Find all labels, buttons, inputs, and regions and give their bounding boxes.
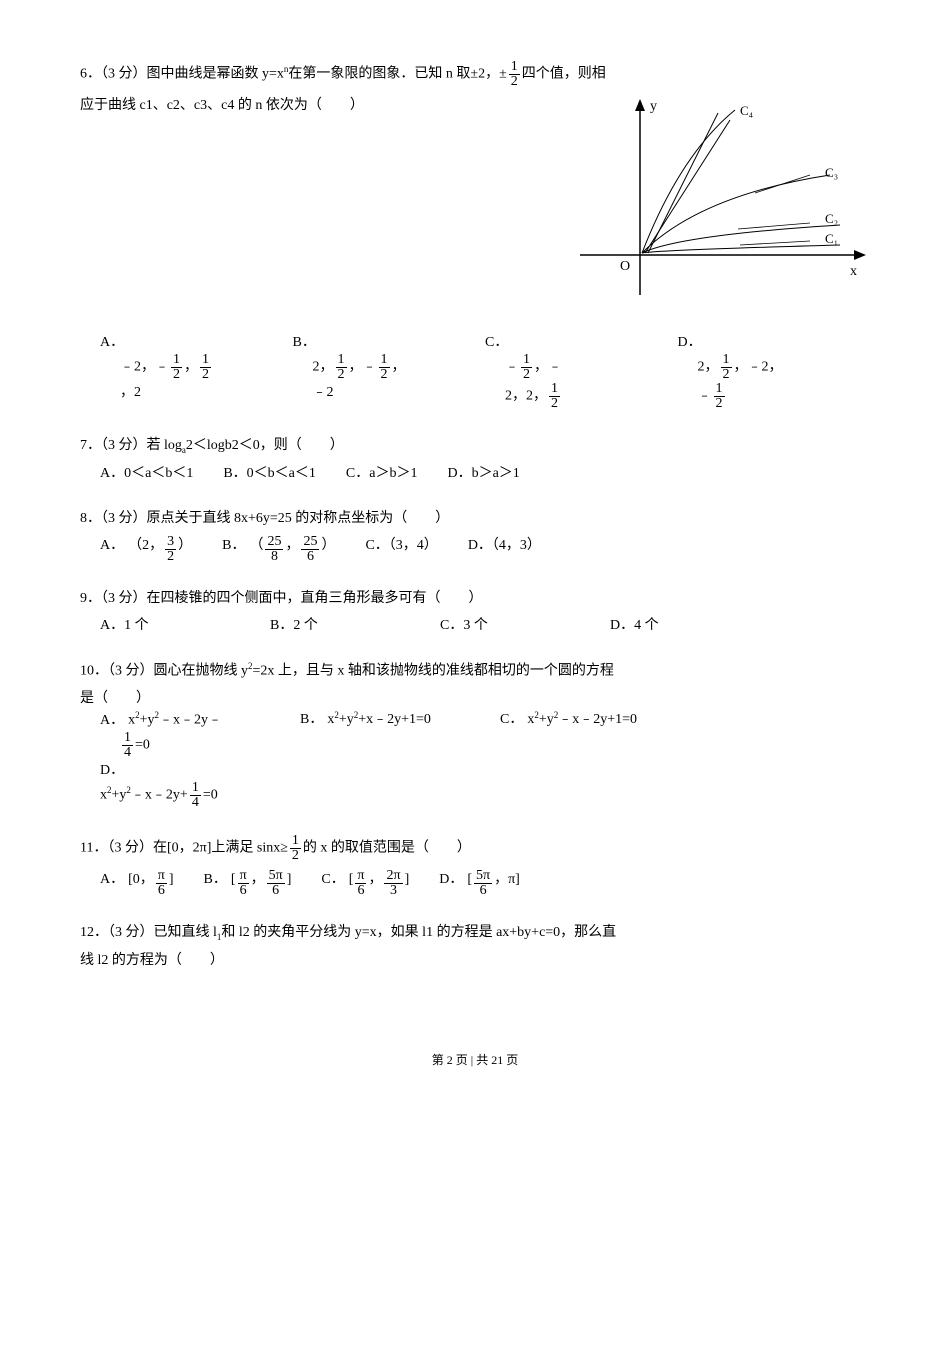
q8-opt-a: A． （2，32） <box>100 535 192 564</box>
c4-label: C₄ <box>740 103 754 118</box>
q9-opt-b: B．2 个 <box>270 615 410 636</box>
question-7: 7．（3 分）若 loga2＜logb2＜0，则（ ） A．0＜a＜b＜1 B．… <box>80 435 870 484</box>
q9-options: A．1 个 B．2 个 C．3 个 D．4 个 <box>100 615 870 636</box>
q12-stem-line2: 线 l2 的方程为（ ） <box>80 950 870 971</box>
q9-opt-d: D．4 个 <box>610 615 750 636</box>
q12-stem: 12．（3 分）已知直线 l1和 l2 的夹角平分线为 y=x，如果 l1 的方… <box>80 922 870 944</box>
q10-opt-c: C．x2+y2﹣x﹣2y+1=0 <box>500 709 670 730</box>
c2-label: C₂ <box>825 211 838 226</box>
q6-stem-line1: 6．（3 分）图中曲线是幂函数 y=xn在第一象限的图象．已知 n 取±2，±1… <box>80 60 870 89</box>
question-11: 11．（3 分）在[0，2π]上满足 sinx≥12的 x 的取值范围是（ ） … <box>80 834 870 898</box>
c3-label: C₃ <box>825 165 838 180</box>
q10-options: A．x2+y2﹣x﹣2y﹣ 14=0 B．x2+y2+x﹣2y+1=0 C．x2… <box>100 709 870 810</box>
q11-options: A．[0，π6] B．[π6，5π6] C．[π6，2π3] D．[5π6，π] <box>100 869 870 898</box>
q6-opt-a: A． ﹣2，﹣12，12 ，2 <box>100 332 293 411</box>
q11-opt-b: B．[π6，5π6] <box>204 869 292 898</box>
q11-stem: 11．（3 分）在[0，2π]上满足 sinx≥12的 x 的取值范围是（ ） <box>80 834 870 863</box>
q7-opt-a: A．0＜a＜b＜1 <box>100 463 193 484</box>
q8-opt-b: B． （258，256） <box>222 535 335 564</box>
q7-options: A．0＜a＜b＜1 B．0＜b＜a＜1 C．a＞b＞1 D．b＞a＞1 <box>100 463 870 484</box>
q7-stem: 7．（3 分）若 loga2＜logb2＜0，则（ ） <box>80 435 870 457</box>
question-10: 10．（3 分）圆心在抛物线 y2=2x 上，且与 x 轴和该抛物线的准线都相切… <box>80 660 870 809</box>
q9-opt-c: C．3 个 <box>440 615 580 636</box>
q7-opt-b: B．0＜b＜a＜1 <box>223 463 316 484</box>
q6-options: A． ﹣2，﹣12，12 ，2 B． 2，12，﹣12， ﹣2 C． ﹣12，﹣… <box>100 332 870 411</box>
q8-stem: 8．（3 分）原点关于直线 8x+6y=25 的对称点坐标为（ ） <box>80 508 870 529</box>
q7-opt-d: D．b＞a＞1 <box>447 463 519 484</box>
q10-opt-b: B．x2+y2+x﹣2y+1=0 <box>300 709 470 730</box>
y-axis-label: y <box>650 99 657 114</box>
q6-stem-b: 在第一象限的图象．已知 n 取±2，± <box>288 67 506 82</box>
q11-opt-a: A．[0，π6] <box>100 869 174 898</box>
q6-stem-c: 四个值，则相 <box>522 67 606 82</box>
question-8: 8．（3 分）原点关于直线 8x+6y=25 的对称点坐标为（ ） A． （2，… <box>80 508 870 564</box>
question-9: 9．（3 分）在四棱锥的四个侧面中，直角三角形最多可有（ ） A．1 个 B．2… <box>80 588 870 636</box>
q10-stem: 10．（3 分）圆心在抛物线 y2=2x 上，且与 x 轴和该抛物线的准线都相切… <box>80 660 870 682</box>
question-12: 12．（3 分）已知直线 l1和 l2 的夹角平分线为 y=x，如果 l1 的方… <box>80 922 870 971</box>
q7-opt-c: C．a＞b＞1 <box>346 463 418 484</box>
q6-opt-c: C． ﹣12，﹣ 2，2，12 <box>485 332 678 411</box>
q10-stem-line2: 是（ ） <box>80 688 870 709</box>
q9-opt-a: A．1 个 <box>100 615 240 636</box>
q6-points: （3 分） <box>101 67 147 82</box>
fraction-half: 12 <box>509 60 520 89</box>
q10-opt-a: A．x2+y2﹣x﹣2y﹣ 14=0 <box>100 709 270 760</box>
q10-opt-d: D． x2+y2﹣x﹣2y+14=0 <box>100 760 300 810</box>
q8-opt-d: D．（4，3） <box>468 535 541 564</box>
c1-label: C₁ <box>825 231 838 246</box>
q11-opt-d: D．[5π6，π] <box>439 869 520 898</box>
q6-opt-b: B． 2，12，﹣12， ﹣2 <box>293 332 486 411</box>
page-footer: 第 2 页 | 共 21 页 <box>80 1051 870 1069</box>
origin-label: O <box>620 259 630 274</box>
q8-options: A． （2，32） B． （258，256） C．（3，4） D．（4，3） <box>100 535 870 564</box>
power-function-chart: O y x C₁ C₂ C₃ C₄ <box>570 95 870 315</box>
q11-opt-c: C．[π6，2π3] <box>321 869 409 898</box>
q8-opt-c: C．（3，4） <box>365 535 437 564</box>
x-axis-label: x <box>850 264 857 279</box>
q6-opt-d: D． 2，12，﹣2， ﹣12 <box>678 332 871 411</box>
q6-number: 6． <box>80 67 101 82</box>
question-6: 6．（3 分）图中曲线是幂函数 y=xn在第一象限的图象．已知 n 取±2，±1… <box>80 60 870 411</box>
q6-stem-a: 图中曲线是幂函数 y=x <box>147 67 284 82</box>
q9-stem: 9．（3 分）在四棱锥的四个侧面中，直角三角形最多可有（ ） <box>80 588 870 609</box>
q6-chart: O y x C₁ C₂ C₃ C₄ <box>570 95 870 322</box>
